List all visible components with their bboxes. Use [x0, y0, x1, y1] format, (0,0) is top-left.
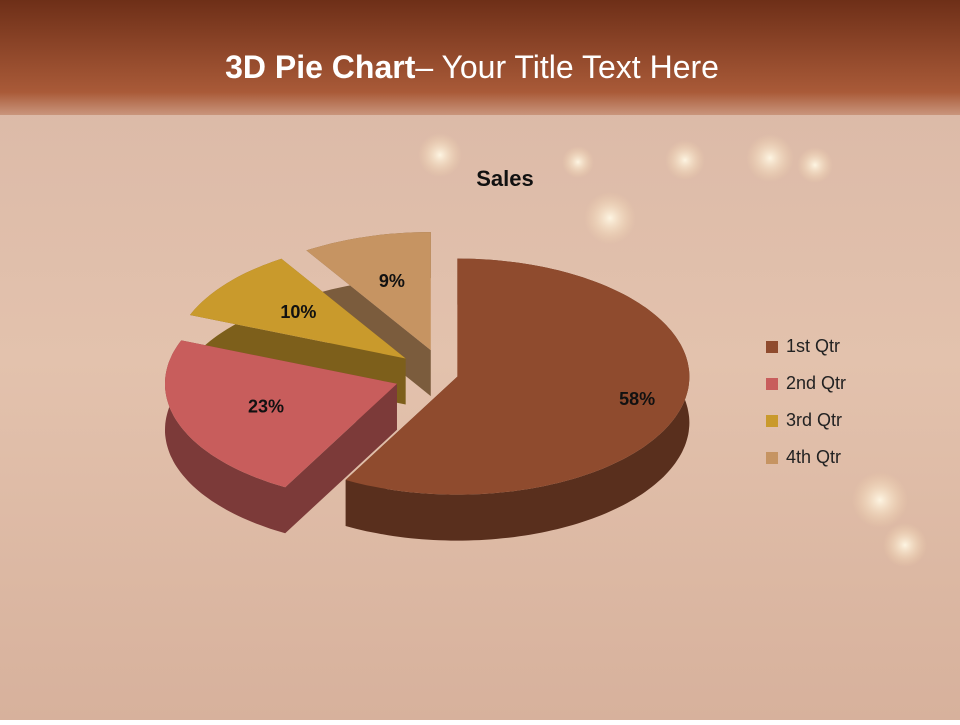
slice-top — [190, 258, 406, 359]
slice-top — [306, 232, 431, 351]
title-bold: 3D Pie Chart — [225, 49, 416, 85]
data-label: 10% — [280, 302, 316, 322]
data-label: 58% — [619, 389, 655, 409]
bokeh — [418, 133, 927, 567]
legend-swatch — [766, 378, 778, 390]
data-label: 23% — [248, 397, 284, 417]
legend-label: 3rd Qtr — [786, 410, 842, 430]
legend-label: 1st Qtr — [786, 336, 840, 356]
title-rest: – Your Title Text Here — [415, 49, 719, 85]
legend-label: 2nd Qtr — [786, 373, 846, 393]
legend-swatch — [766, 452, 778, 464]
header-band — [0, 0, 960, 115]
legend-swatch — [766, 341, 778, 353]
data-label: 9% — [379, 271, 405, 291]
slice-top — [345, 258, 690, 495]
slice-top — [165, 340, 397, 488]
chart-title: Sales — [476, 166, 534, 191]
legend-swatch — [766, 415, 778, 427]
legend-label: 4th Qtr — [786, 447, 841, 467]
pie: 58% 23% 10% 9% — [165, 232, 690, 541]
slide-title: 3D Pie Chart– Your Title Text Here — [225, 49, 719, 85]
legend: 1st Qtr 2nd Qtr 3rd Qtr 4th Qtr — [766, 336, 846, 467]
